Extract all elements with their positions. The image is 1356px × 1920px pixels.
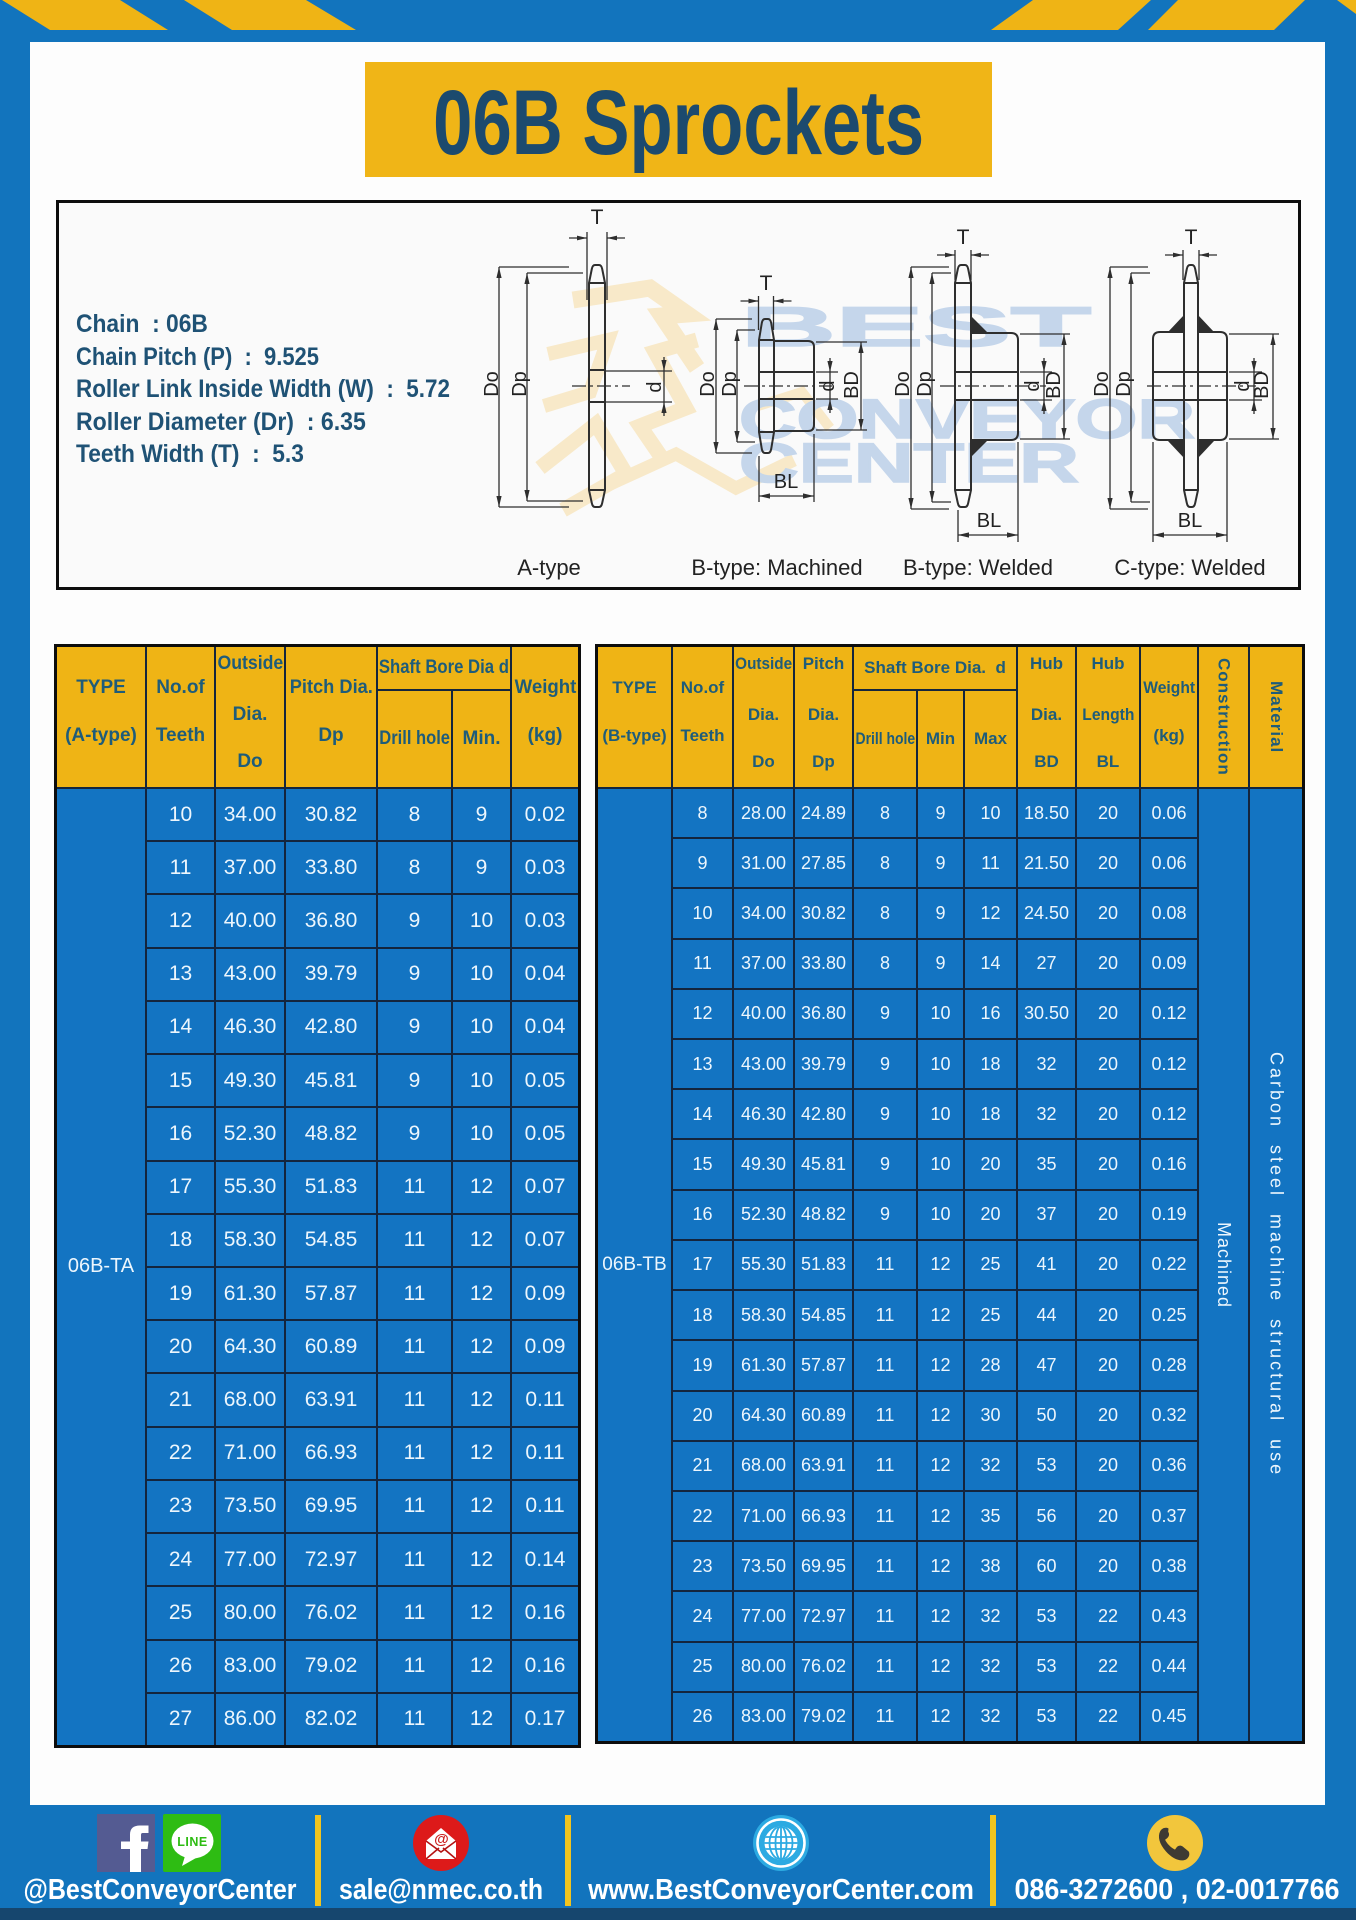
svg-text:BD: BD bbox=[1251, 371, 1273, 399]
svg-text:B-type: Welded: B-type: Welded bbox=[903, 555, 1053, 580]
svg-text:BL: BL bbox=[774, 471, 798, 493]
svg-text:Dp: Dp bbox=[1113, 371, 1135, 397]
svg-text:Dp: Dp bbox=[719, 371, 741, 397]
svg-text:BEST: BEST bbox=[741, 295, 1091, 358]
svg-text:Do: Do bbox=[697, 371, 719, 397]
svg-text:Dp: Dp bbox=[914, 371, 936, 397]
svg-text:T: T bbox=[591, 206, 604, 229]
svg-text:Do: Do bbox=[481, 371, 503, 397]
svg-text:T: T bbox=[1185, 226, 1198, 249]
svg-text:@: @ bbox=[434, 1831, 449, 1848]
svg-text:Do: Do bbox=[892, 371, 914, 397]
svg-text:Do: Do bbox=[1091, 371, 1113, 397]
svg-text:LINE: LINE bbox=[177, 1835, 207, 1849]
svg-text:BL: BL bbox=[1178, 510, 1202, 532]
svg-text:Dp: Dp bbox=[509, 371, 531, 397]
svg-text:T: T bbox=[760, 272, 773, 295]
svg-text:CENTER: CENTER bbox=[739, 431, 1079, 494]
svg-text:A-type: A-type bbox=[517, 555, 581, 580]
svg-text:d: d bbox=[644, 381, 666, 392]
svg-text:BL: BL bbox=[977, 510, 1001, 532]
svg-text:B-type: Machined: B-type: Machined bbox=[691, 555, 862, 580]
svg-text:BD: BD bbox=[841, 371, 863, 399]
svg-text:BD: BD bbox=[1043, 371, 1065, 399]
svg-text:C-type: Welded: C-type: Welded bbox=[1114, 555, 1265, 580]
svg-text:T: T bbox=[957, 226, 970, 249]
